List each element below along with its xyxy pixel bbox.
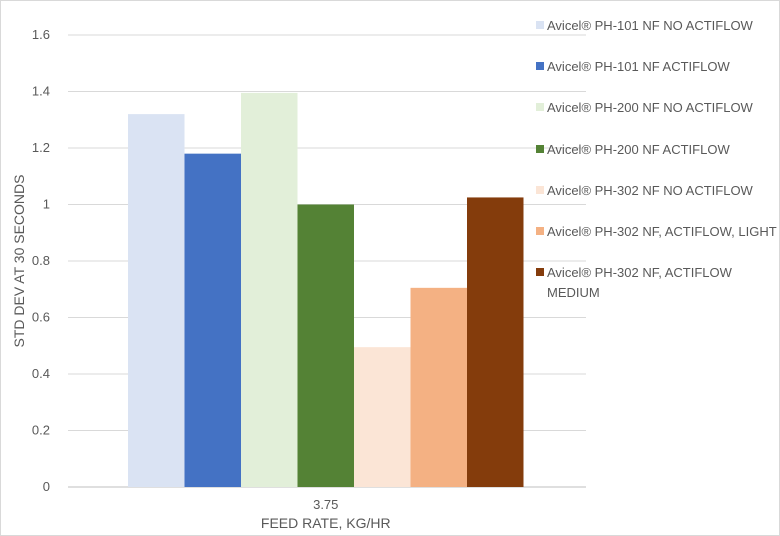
y-tick-label: 0.6 bbox=[32, 310, 50, 325]
legend-swatch bbox=[536, 186, 544, 194]
y-tick-label: 0.8 bbox=[32, 253, 50, 268]
bar-1 bbox=[128, 114, 185, 487]
bars bbox=[128, 92, 524, 487]
y-tick-label: 1.2 bbox=[32, 140, 50, 155]
y-tick-label: 1.4 bbox=[32, 84, 50, 99]
legend-label: Avicel® PH-101 NF NO ACTIFLOW bbox=[547, 18, 754, 33]
legend-label: Avicel® PH-302 NF, ACTIFLOW MEDIUM bbox=[547, 265, 733, 300]
x-axis-title: FEED RATE, KG/HR bbox=[261, 515, 391, 531]
legend-label: Avicel® PH-200 NF ACTIFLOW bbox=[547, 142, 730, 157]
x-axis-ticks: 3.75 bbox=[313, 497, 338, 512]
legend-swatch bbox=[536, 62, 544, 70]
y-axis-ticks: 0 0.2 0.4 0.6 0.8 1 1.2 1.4 1.6 bbox=[32, 27, 50, 494]
legend-label: Avicel® PH-302 NF, ACTIFLOW, LIGHT bbox=[547, 224, 777, 239]
bar-7 bbox=[467, 197, 524, 487]
bar-3 bbox=[241, 92, 298, 487]
y-tick-label: 0.4 bbox=[32, 366, 50, 381]
legend-swatch bbox=[536, 103, 544, 111]
legend-swatch bbox=[536, 227, 544, 235]
legend-label: Avicel® PH-101 NF ACTIFLOW bbox=[547, 59, 730, 74]
legend-label: Avicel® PH-200 NF NO ACTIFLOW bbox=[547, 100, 754, 115]
y-axis-title: STD DEV AT 30 SECONDS bbox=[11, 175, 27, 348]
legend-swatch bbox=[536, 145, 544, 153]
y-tick-label: 0 bbox=[43, 479, 50, 494]
y-tick-label: 1 bbox=[43, 197, 50, 212]
y-tick-label: 0.2 bbox=[32, 423, 50, 438]
legend-label: Avicel® PH-302 NF NO ACTIFLOW bbox=[547, 183, 754, 198]
legend: Avicel® PH-101 NF NO ACTIFLOW Avicel® PH-… bbox=[536, 18, 777, 300]
bar-6 bbox=[410, 287, 467, 487]
bar-5 bbox=[354, 347, 411, 487]
y-tick-label: 1.6 bbox=[32, 27, 50, 42]
bar-4 bbox=[297, 204, 354, 487]
bar-2 bbox=[184, 153, 241, 487]
x-tick-label: 3.75 bbox=[313, 497, 338, 512]
legend-swatch bbox=[536, 21, 544, 29]
legend-swatch bbox=[536, 268, 544, 276]
